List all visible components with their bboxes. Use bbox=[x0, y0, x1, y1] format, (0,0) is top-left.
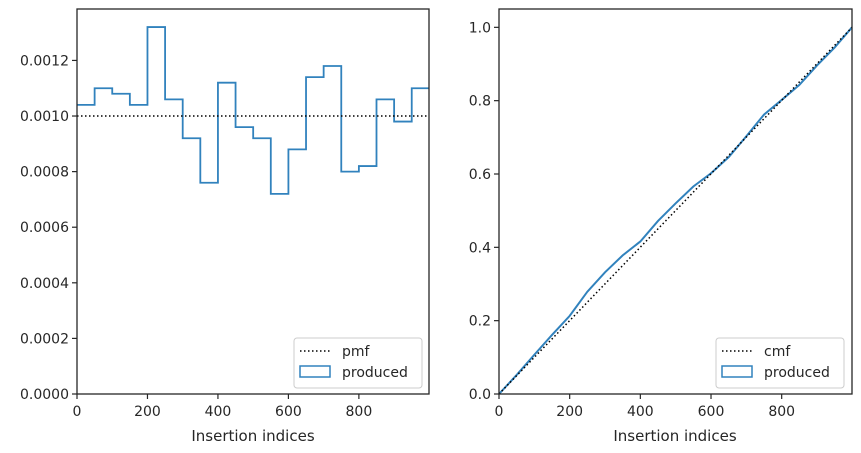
y-tick-label: 0.0000 bbox=[20, 387, 69, 403]
x-tick-label: 600 bbox=[275, 404, 302, 420]
cmf-panel: 0.0 0.2 0.4 0.6 0.8 1.0 0 200 400 600 800 Inserti… bbox=[469, 8, 853, 445]
x-tick-label: 0 bbox=[495, 404, 504, 420]
y-tick-label: 0.0002 bbox=[20, 331, 69, 347]
y-tick-label: 0.0012 bbox=[20, 53, 69, 69]
legend-swatch-produced bbox=[299, 365, 331, 378]
y-tick-label: 0.0008 bbox=[20, 165, 69, 181]
legend-label-produced: produced bbox=[342, 365, 408, 381]
x-tick-label: 600 bbox=[698, 404, 725, 420]
x-tick-label: 800 bbox=[768, 404, 795, 420]
cmf-reference-line bbox=[498, 26, 853, 395]
legend-box-pmf bbox=[293, 337, 423, 389]
pmf-panel: 0.0000 0.0002 0.0004 0.0006 0.0008 0.0010 0.00… bbox=[20, 8, 430, 445]
y-tick-label: 0.8 bbox=[469, 94, 491, 110]
y-tick-label: 0.2 bbox=[469, 314, 491, 330]
legend-label-pmf: pmf bbox=[342, 344, 371, 360]
plot-frame-cmf bbox=[498, 8, 853, 395]
y-tick-label: 0.0010 bbox=[20, 109, 69, 125]
x-tick-label: 0 bbox=[73, 404, 82, 420]
y-tick-label: 0.0 bbox=[469, 387, 491, 403]
y-ticks-cmf: 0.0 0.2 0.4 0.6 0.8 1.0 bbox=[469, 20, 499, 403]
plot-frame-pmf bbox=[76, 8, 430, 395]
legend-swatch-produced-cmf bbox=[721, 365, 753, 378]
legend-label-produced-cmf: produced bbox=[764, 365, 830, 381]
x-axis-label-cmf: Insertion indices bbox=[613, 427, 736, 445]
y-tick-label: 0.0004 bbox=[20, 276, 69, 292]
legend-cmf: cmf produced bbox=[715, 337, 845, 389]
x-ticks-pmf: 0 200 400 600 800 bbox=[73, 394, 373, 420]
y-tick-label: 0.0006 bbox=[20, 220, 69, 236]
x-axis-label-pmf: Insertion indices bbox=[191, 427, 314, 445]
produced-histogram-step bbox=[77, 26, 429, 195]
legend-label-cmf: cmf bbox=[764, 344, 791, 360]
y-tick-label: 1.0 bbox=[469, 20, 491, 36]
produced-cumulative-line bbox=[498, 26, 853, 395]
x-tick-label: 400 bbox=[627, 404, 654, 420]
legend-box-cmf bbox=[715, 337, 845, 389]
legend-pmf: pmf produced bbox=[293, 337, 423, 389]
x-tick-label: 200 bbox=[556, 404, 583, 420]
x-tick-label: 200 bbox=[134, 404, 161, 420]
y-ticks-pmf: 0.0000 0.0002 0.0004 0.0006 0.0008 0.0010 0.00… bbox=[20, 53, 77, 403]
y-tick-label: 0.4 bbox=[469, 240, 491, 256]
x-tick-label: 400 bbox=[205, 404, 232, 420]
x-tick-label: 800 bbox=[346, 404, 373, 420]
y-tick-label: 0.6 bbox=[469, 167, 491, 183]
x-ticks-cmf: 0 200 400 600 800 bbox=[495, 394, 795, 420]
